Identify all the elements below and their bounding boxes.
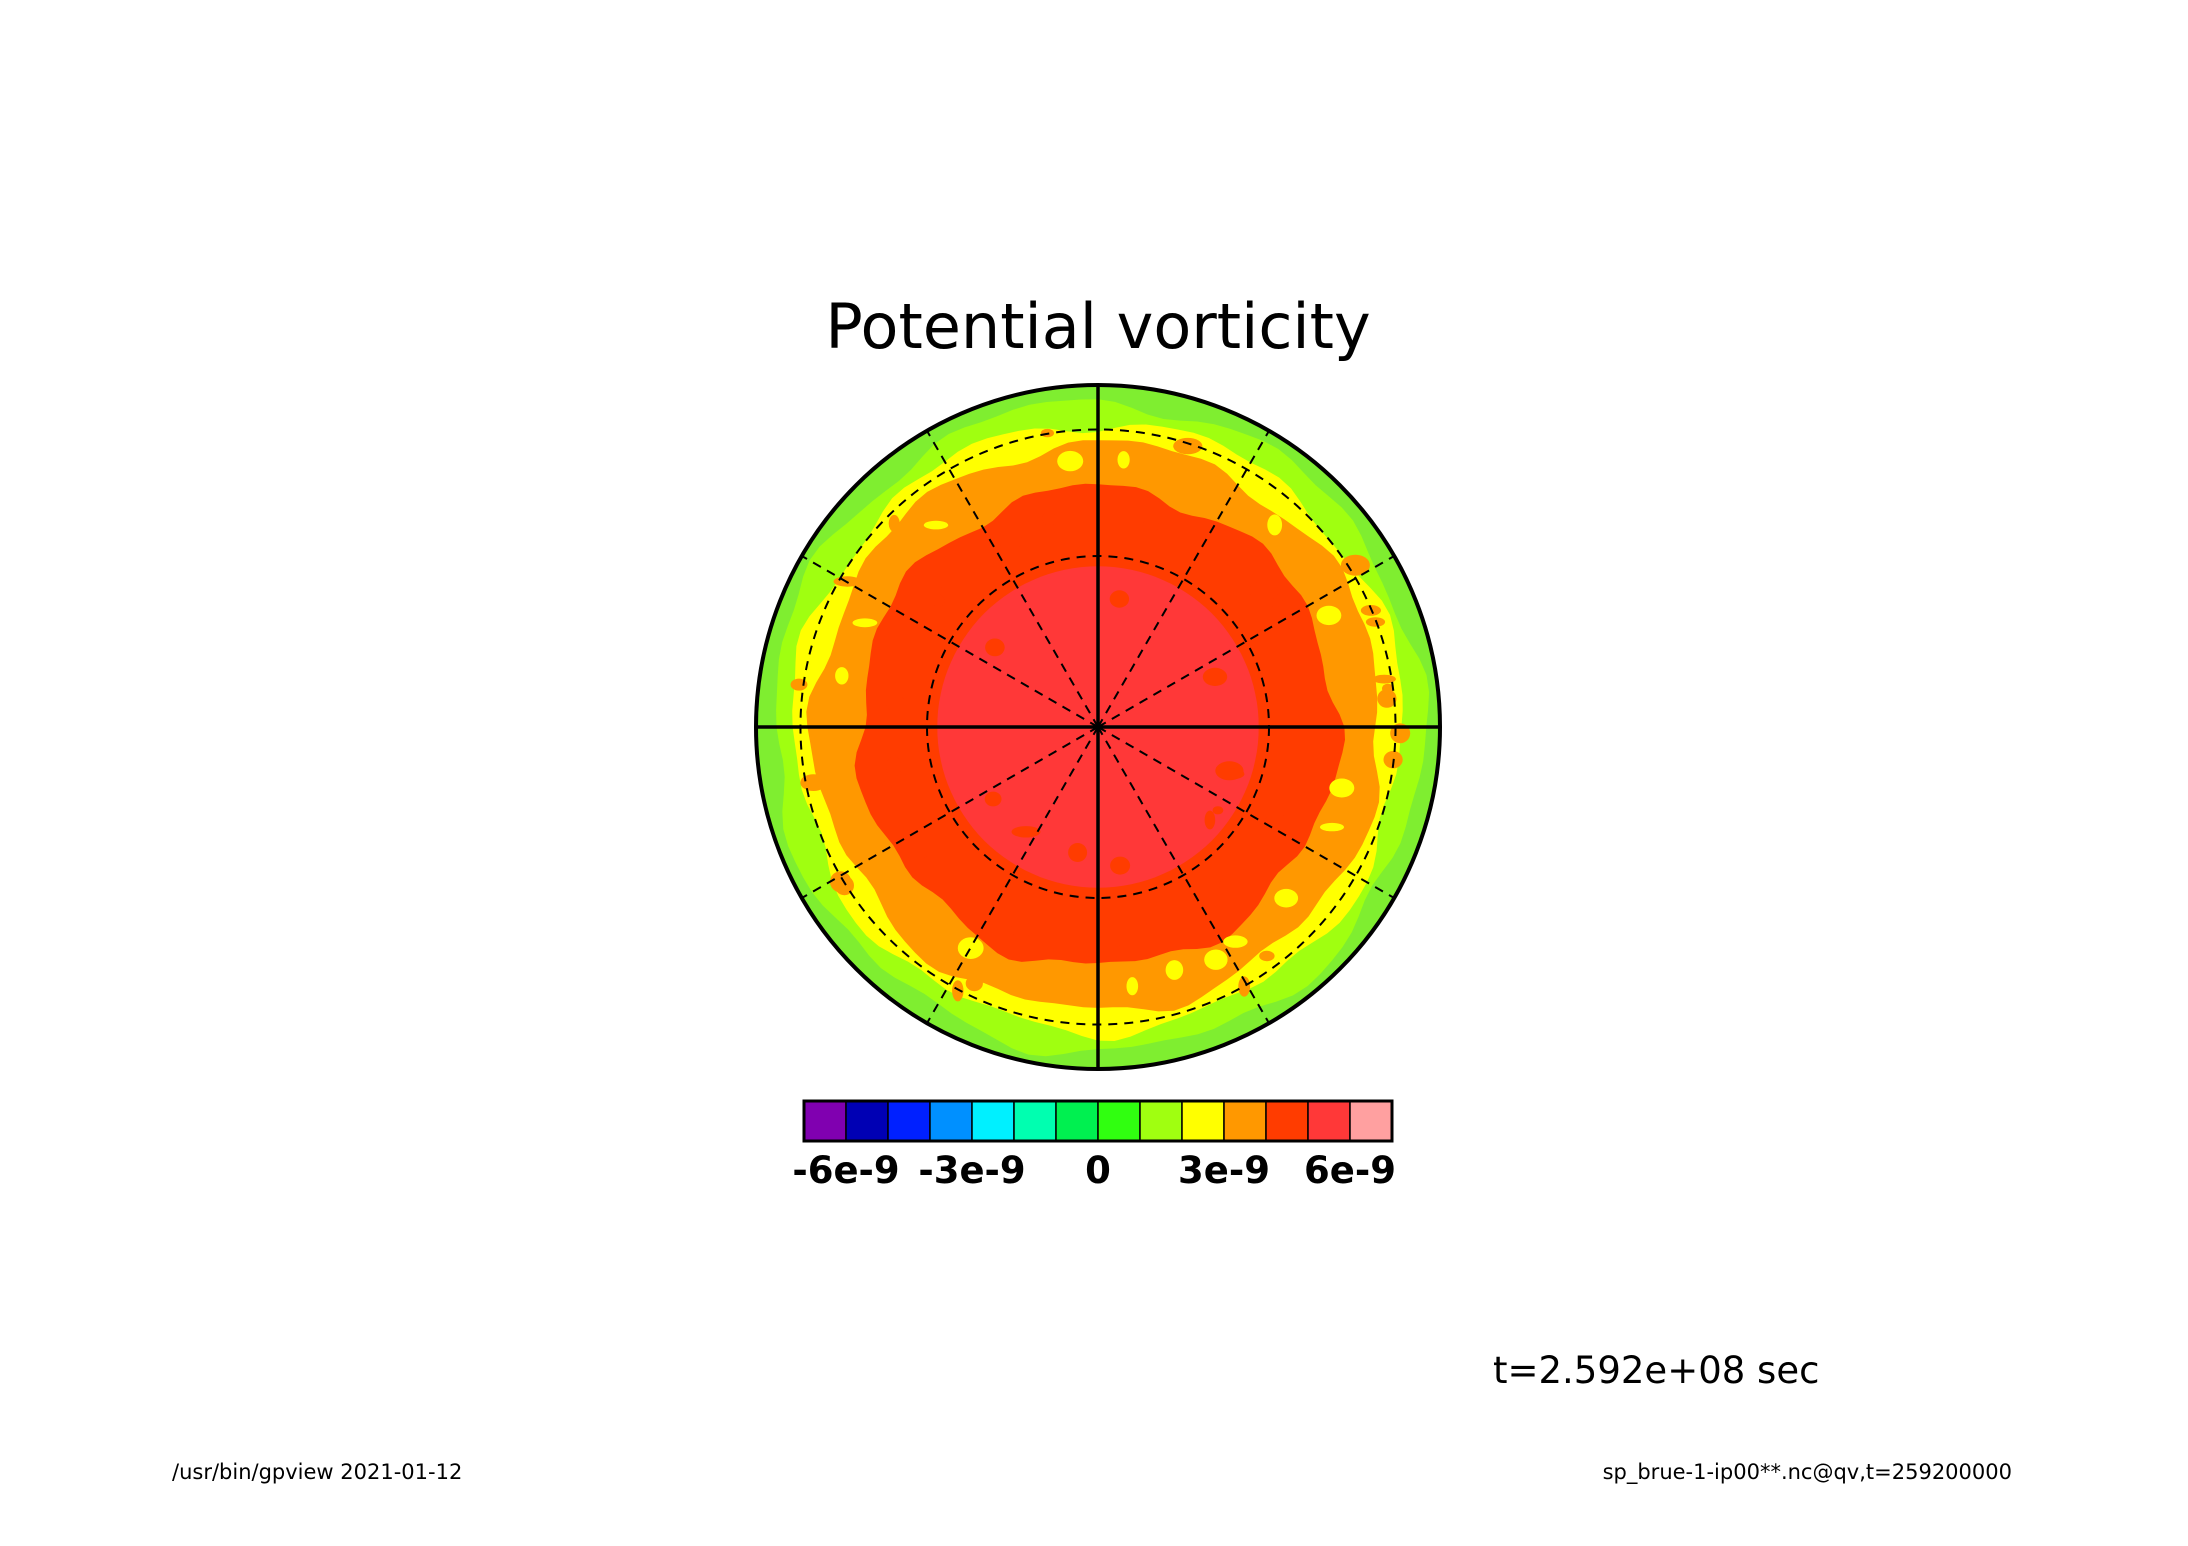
chart-title: Potential vorticity [825,290,1370,363]
contour-patch [1316,605,1342,626]
contour-patch [1204,810,1216,830]
colorbar-swatch [1097,1100,1141,1142]
contour-patch [1142,520,1160,533]
contour-patch [1329,778,1355,798]
footer-left: /usr/bin/gpview 2021-01-12 [172,1460,462,1484]
meridian-line [1097,555,1395,728]
contour-patch [1165,960,1184,980]
colorbar-swatch [1349,1100,1393,1142]
contour-patch [998,534,1023,549]
contour-patch [957,937,984,959]
colorbar-swatch [971,1100,1015,1142]
contour-patch [830,871,852,893]
colorbar-swatch [1181,1100,1225,1142]
polar-map [754,383,1442,1071]
contour-patch [1042,511,1057,526]
contour-patch [923,520,949,530]
meridian-line [926,430,1099,728]
colorbar-swatch [1223,1100,1267,1142]
contour-patch [1212,806,1224,815]
colorbar-swatch [887,1100,931,1142]
colorbar-swatch [845,1100,889,1142]
colorbar-swatch [1013,1100,1057,1142]
contour-patch [985,638,1005,657]
contour-patch [916,585,945,597]
contour-patch [1237,570,1258,587]
contour-patch [1010,922,1033,937]
contour-patch [1109,590,1130,608]
footer-right: sp_brue-1-ip00**.nc@qv,t=259200000 [1603,1460,2012,1485]
contour-patch [886,695,906,712]
contour-patch [835,667,849,685]
colorbar-tick-label: 0 [1085,1149,1111,1192]
time-label: t=2.592e+08 sec [1493,1349,1819,1392]
contour-patch [800,774,827,791]
colorbar: -6e-9 -3e-9 0 3e-9 6e-9 [792,1099,1396,1192]
colorbar-swatch [929,1100,973,1142]
contour-patch [1057,450,1084,472]
colorbar-swatch [1055,1100,1099,1142]
colorbar-tick-label: 6e-9 [1304,1149,1396,1192]
contour-patch [1202,667,1228,687]
meridian-line [801,555,1099,728]
contour-patch [1068,843,1088,862]
contour-patch [1249,580,1279,602]
colorbar-tick-label: 3e-9 [1178,1149,1270,1192]
contour-patch [886,756,902,778]
contour-patch [1117,451,1130,469]
colorbar-frame [802,1099,1394,1143]
contour-patch [852,618,878,628]
contour-patch [1204,949,1228,970]
map-grid [756,385,1440,1069]
contour-patch [888,514,900,532]
contour-patch [1320,822,1344,832]
contour-patch [932,594,945,607]
contour-patch [1218,768,1245,780]
contour-patch [1110,856,1131,875]
contour-patch [952,980,964,1002]
contour-patch [881,780,892,791]
contour-patch [1096,935,1123,948]
meridian-line [1097,726,1395,899]
map-boundary [754,383,1442,1071]
contour-patch [1377,689,1397,708]
colorbar-swatch [1265,1100,1309,1142]
colorbar-swatch [803,1100,847,1142]
contour-patch [1263,814,1290,833]
contour-patch [901,843,932,859]
contour-patch [965,975,983,992]
contour-patch [1219,878,1233,893]
colorbar-swatch [1139,1100,1183,1142]
contour-patch [935,866,960,877]
contour-patch [1274,888,1299,908]
contour-patch [984,791,1002,807]
colorbar-tick-label: -3e-9 [918,1149,1025,1192]
contour-patch [1259,950,1275,962]
contour-patch [1021,521,1035,544]
contour-patch [1011,826,1041,838]
contour-patch [1279,627,1293,646]
meridian-line [1097,726,1270,1024]
contour-patch [1173,437,1203,455]
contour-patches [790,428,1411,1002]
contour-patch [1223,935,1248,948]
colorbar-tick-label: -6e-9 [792,1149,899,1192]
meridian-line [1097,430,1270,728]
contour-patch [1372,674,1396,684]
meridian-line [801,726,1099,899]
contour-patch [1340,554,1370,576]
contour-patch [911,822,933,843]
contour-patch [1267,514,1283,536]
contour-patch [1238,976,1251,997]
colorbar-swatch [1307,1100,1351,1142]
meridian-line [926,726,1099,1024]
contour-patch [1126,977,1139,996]
